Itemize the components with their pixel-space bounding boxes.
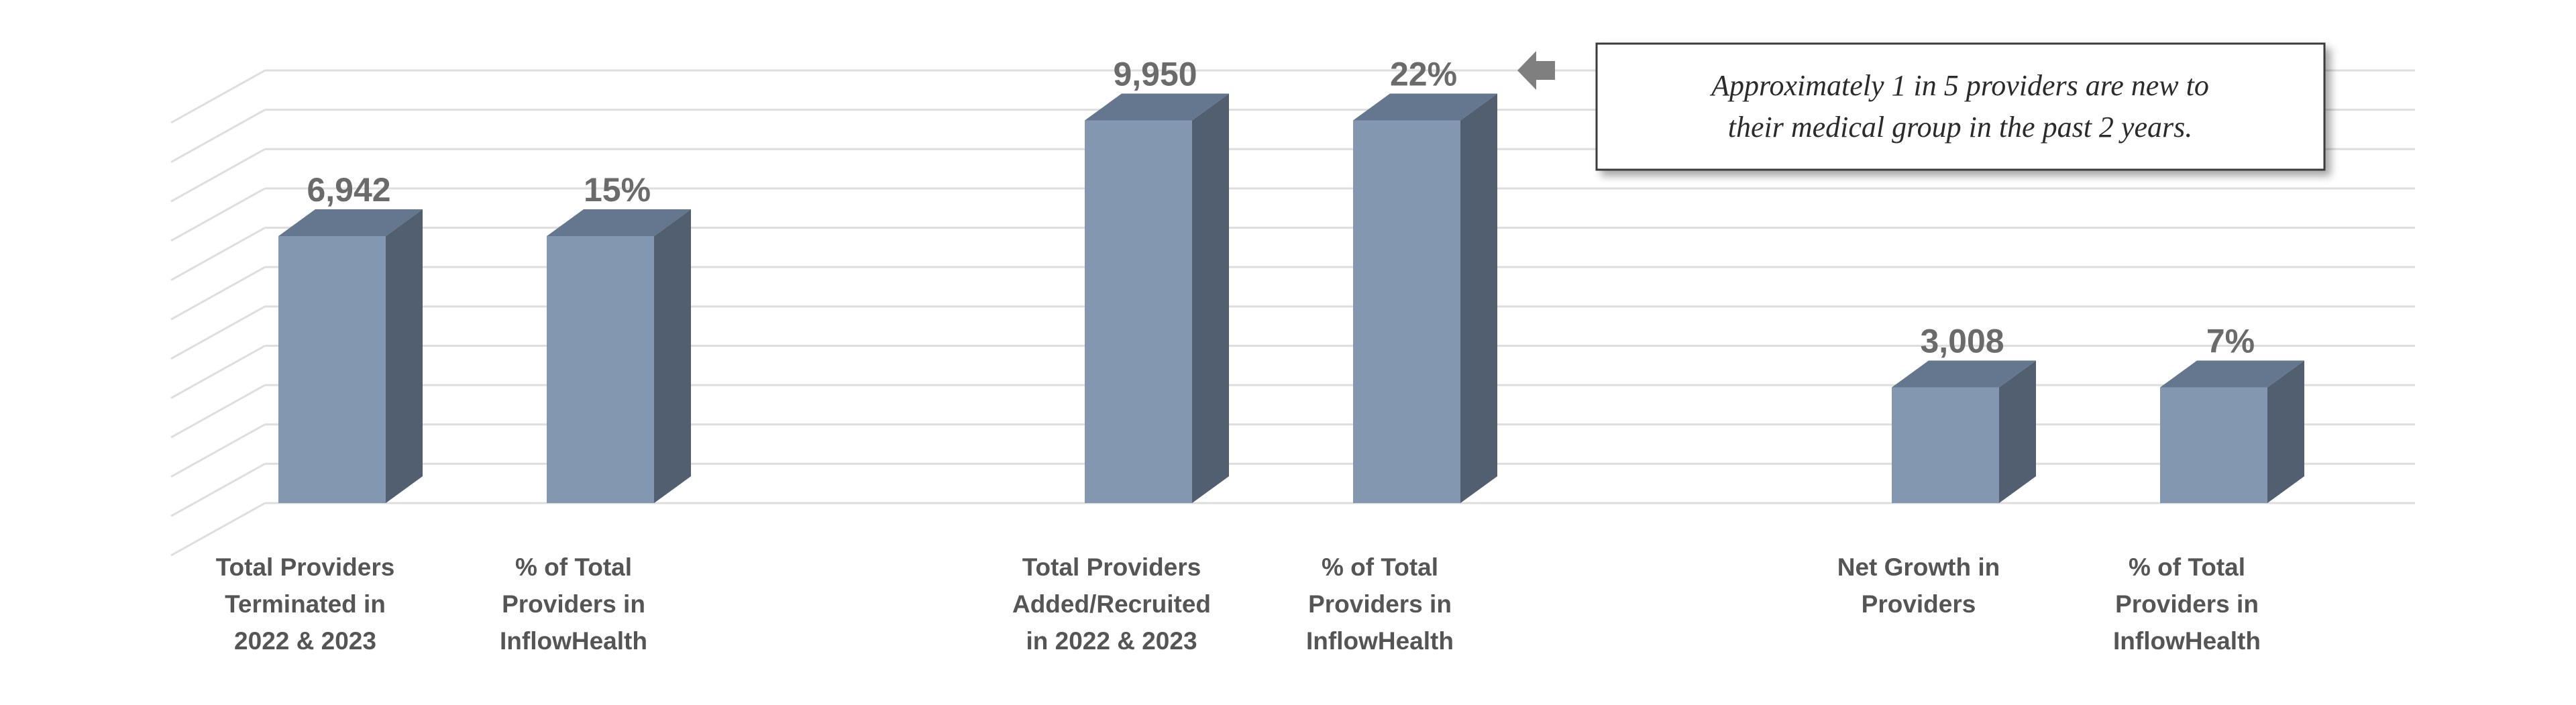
gridline-diagonal bbox=[170, 227, 266, 281]
category-label: in 2022 & 2023 bbox=[1026, 627, 1197, 655]
category-label: 2022 & 2023 bbox=[234, 627, 376, 655]
bar-side bbox=[386, 209, 423, 503]
gridline-diagonal bbox=[170, 148, 266, 203]
bar-6 bbox=[2160, 360, 2304, 503]
category-label: InflowHealth bbox=[500, 627, 647, 655]
bar-side bbox=[2267, 360, 2304, 503]
chart-bars bbox=[278, 93, 2304, 504]
category-label: % of Total bbox=[2129, 553, 2245, 581]
chart-labels: 6,942 Total Providers Terminated in 2022 & … bbox=[216, 56, 2261, 655]
category-label: Net Growth in bbox=[1837, 553, 2000, 581]
category-label: % of Total bbox=[1322, 553, 1438, 581]
bar-front bbox=[1085, 120, 1192, 504]
category-label: InflowHealth bbox=[2113, 627, 2261, 655]
gridline-diagonal bbox=[170, 463, 266, 517]
bar-front bbox=[1353, 120, 1460, 504]
category-label: Added/Recruited bbox=[1012, 590, 1211, 618]
bar-2 bbox=[547, 209, 691, 503]
bar-front bbox=[547, 235, 654, 503]
bar-side bbox=[1192, 93, 1229, 504]
data-label: 9,950 bbox=[1113, 56, 1197, 93]
bar-side bbox=[1460, 93, 1497, 504]
bar-top bbox=[2160, 360, 2304, 388]
category-label: Total Providers bbox=[216, 553, 395, 581]
gridline-diagonal bbox=[170, 187, 266, 242]
bar-top bbox=[547, 209, 691, 236]
data-label: 6,942 bbox=[307, 171, 390, 209]
data-label: 7% bbox=[2206, 323, 2255, 360]
gridline-diagonal bbox=[170, 345, 266, 399]
bar-3 bbox=[1085, 93, 1229, 504]
category-label: Providers in bbox=[2115, 590, 2259, 618]
bar-top bbox=[1353, 93, 1497, 121]
bar-front bbox=[2160, 387, 2267, 503]
data-label: 3,008 bbox=[1920, 323, 2004, 360]
bar-side bbox=[654, 209, 691, 503]
gridline-diagonal bbox=[170, 266, 266, 321]
bar-1 bbox=[278, 209, 423, 503]
bar-top bbox=[1892, 360, 2036, 388]
gridline-diagonal bbox=[170, 384, 266, 439]
gridline-diagonal bbox=[170, 69, 266, 124]
annotation-text: Approximately 1 in 5 providers are new t… bbox=[1709, 69, 2209, 102]
bar-front bbox=[278, 235, 386, 503]
annotation-callout: Approximately 1 in 5 providers are new t… bbox=[1517, 42, 2326, 171]
gridline-diagonal bbox=[170, 423, 266, 478]
bar-top bbox=[278, 209, 423, 236]
arrow-left-icon bbox=[1517, 51, 1555, 90]
annotation-text: their medical group in the past 2 years. bbox=[1728, 111, 2193, 144]
gridline-diagonal bbox=[170, 109, 266, 163]
data-label: 15% bbox=[584, 171, 651, 209]
category-label: % of Total bbox=[515, 553, 632, 581]
bar-side bbox=[1999, 360, 2036, 503]
category-label: InflowHealth bbox=[1306, 627, 1454, 655]
category-label: Providers in bbox=[1308, 590, 1452, 618]
bar-5 bbox=[1892, 360, 2036, 503]
bar-4 bbox=[1353, 93, 1497, 504]
category-label: Terminated in bbox=[225, 590, 386, 618]
gridline-diagonal bbox=[170, 305, 266, 360]
gridline-diagonal bbox=[170, 502, 266, 557]
category-label: Providers in bbox=[502, 590, 645, 618]
bar-top bbox=[1085, 93, 1229, 121]
annotation-box bbox=[1595, 42, 2326, 171]
bar-front bbox=[1892, 387, 1999, 503]
data-label: 22% bbox=[1390, 56, 1457, 93]
category-label: Total Providers bbox=[1022, 553, 1201, 581]
category-label: Providers bbox=[1862, 590, 1976, 618]
